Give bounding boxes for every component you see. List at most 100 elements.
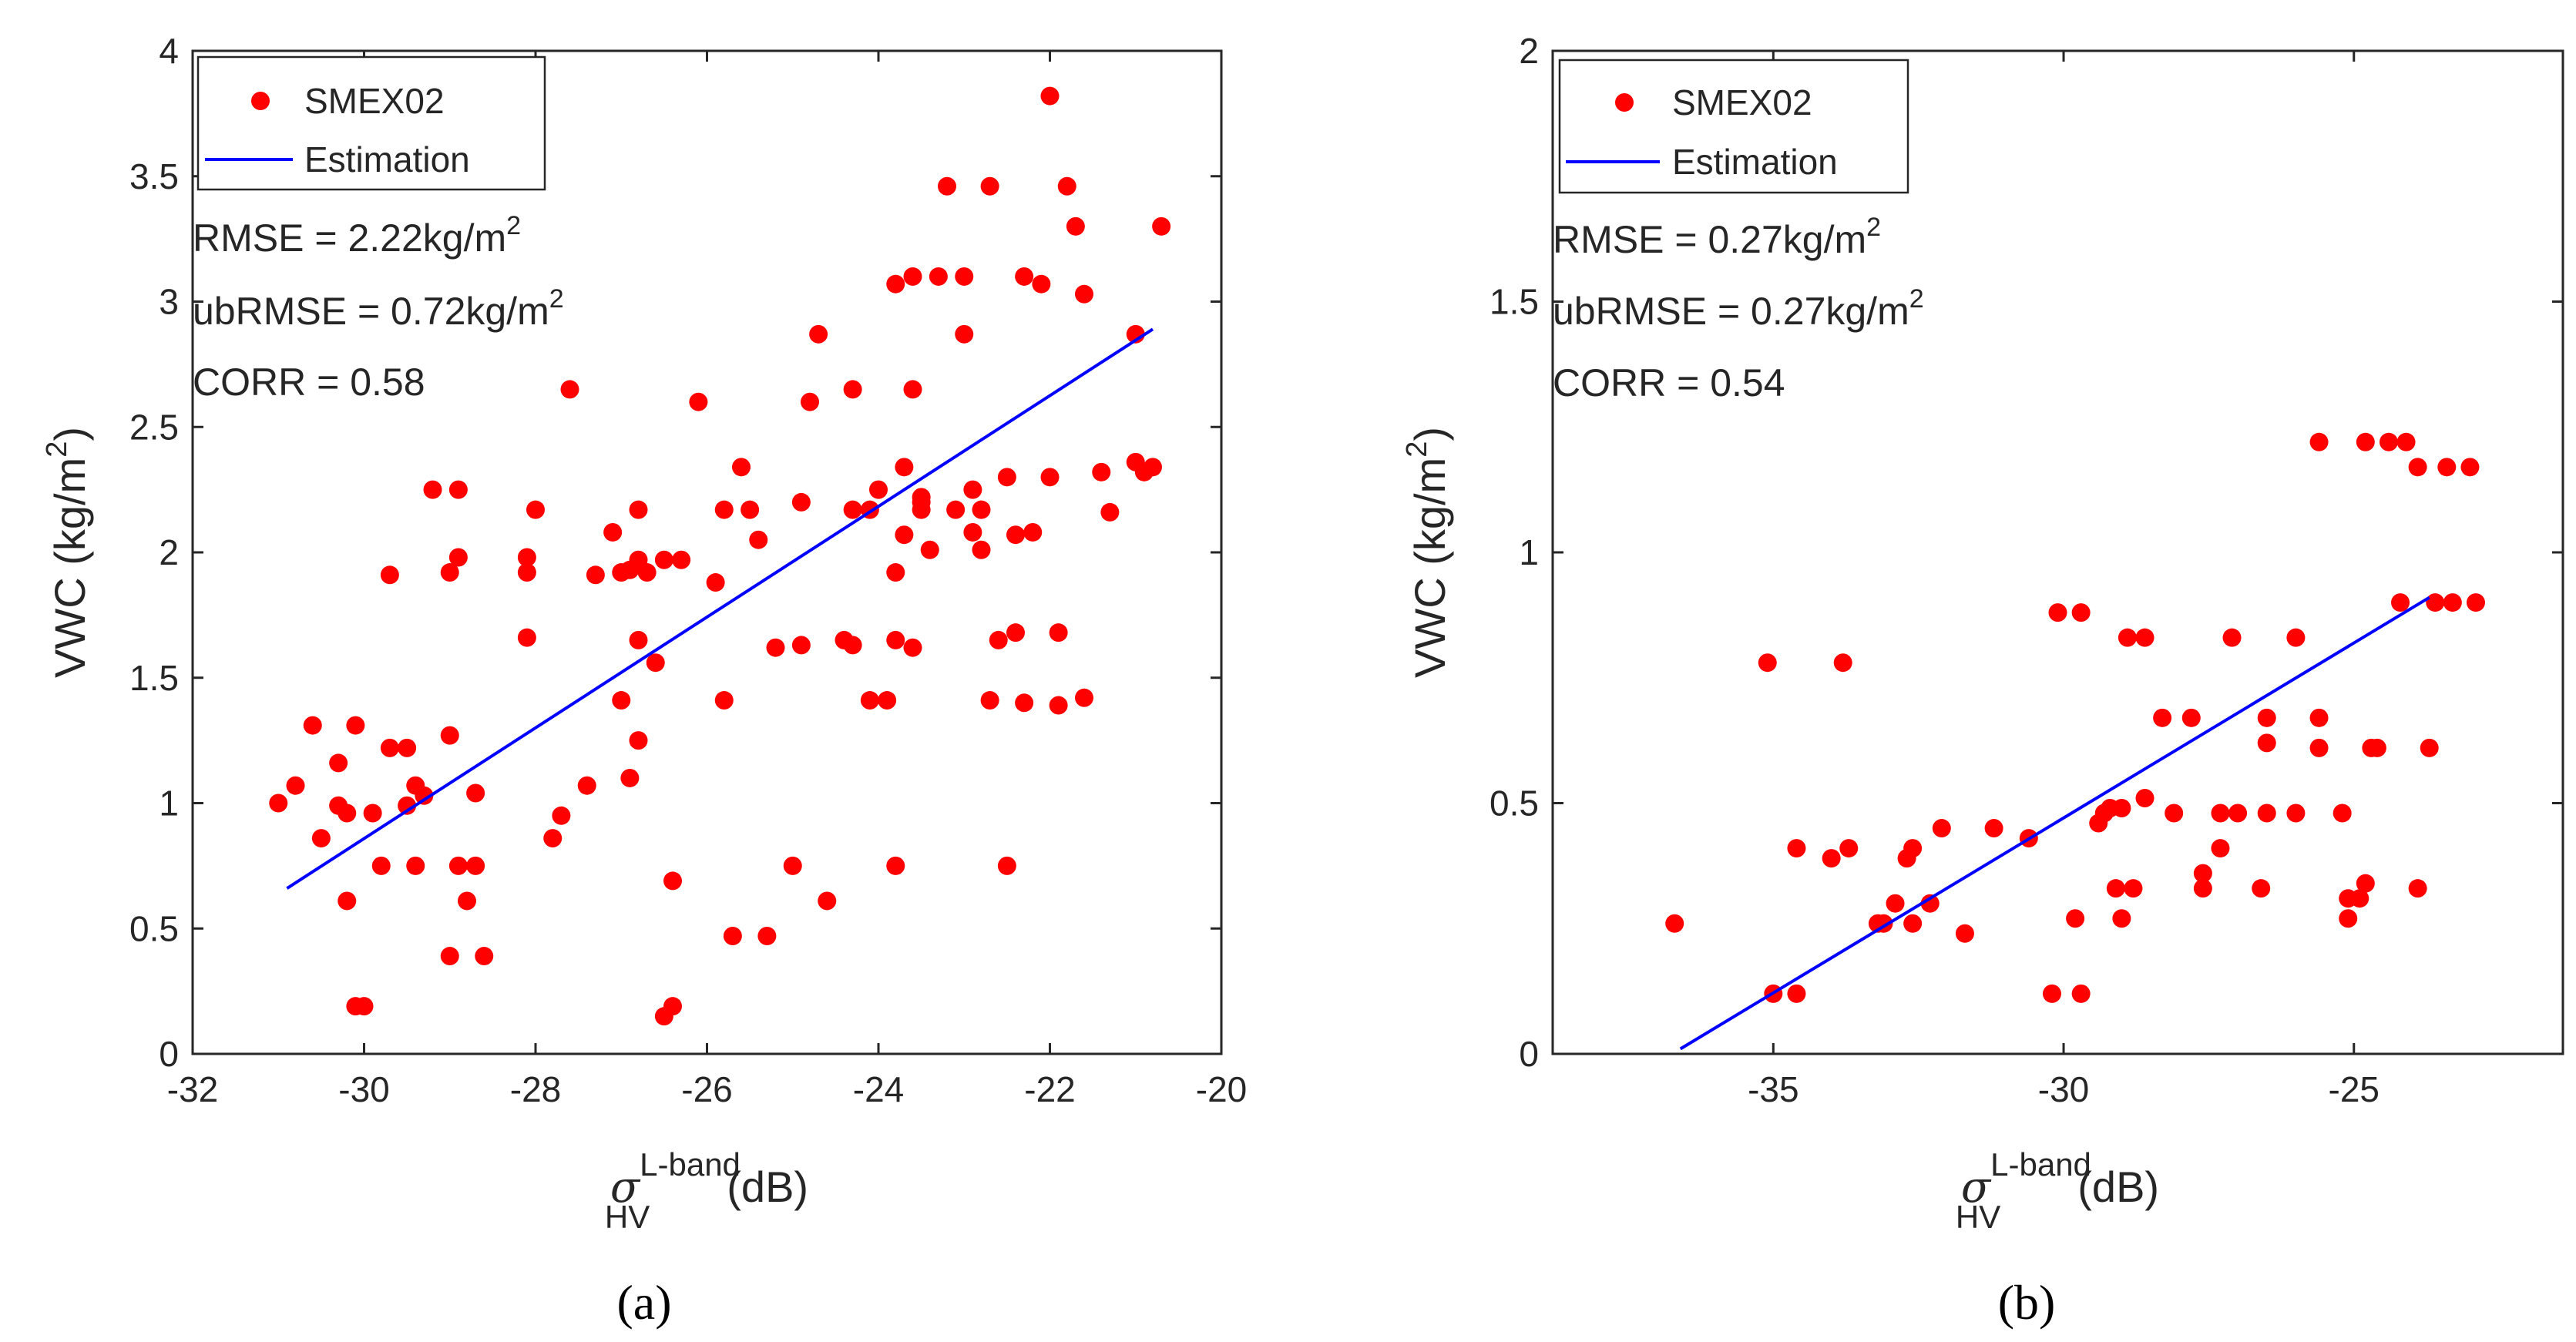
panel-a-stat-ubrmse-text: ubRMSE = 0.72kg/m [193, 290, 549, 333]
panel-b-data-point [1787, 984, 1806, 1003]
panel-a: 00.511.522.533.54 -32 -30 -28 -26 -24 -22 -20 … [41, 31, 1247, 1330]
panel-a-caption: (a) [616, 1275, 671, 1330]
panel-a-y-axis-label-text: VWC (kg/m [45, 458, 94, 678]
panel-b-data-point [2071, 984, 2091, 1003]
panel-b-data-point [2339, 909, 2358, 928]
panel-b-data-point [2165, 804, 2184, 823]
panel-a-data-point [371, 856, 391, 875]
panel-a-y-tick-label: 2.5 [129, 407, 179, 447]
panel-a-y-tick-label: 0.5 [129, 908, 179, 948]
panel-b-data-point [2106, 879, 2125, 898]
panel-a-data-point [749, 530, 768, 549]
panel-a-data-point [1032, 274, 1051, 294]
panel-a-data-point [269, 793, 288, 813]
panel-a-data-point [646, 653, 665, 673]
panel-b-data-point [2408, 458, 2427, 477]
panel-a-data-point [286, 776, 305, 795]
panel-b-y-tick-label: 1.5 [1490, 282, 1539, 322]
panel-a-data-point [517, 628, 536, 647]
panel-b: 0 0.5 1 1.5 2 -35 -30 -25 SMEX02 Estimation RM… [1401, 31, 2564, 1330]
panel-a-data-point [972, 500, 991, 519]
panel-a-data-point [448, 480, 468, 499]
panel-a-points [269, 86, 1171, 1026]
panel-a-y-tick-label: 2 [159, 532, 179, 572]
panel-a-data-point [517, 548, 536, 567]
panel-a-data-point [440, 947, 459, 966]
panel-a-data-point [886, 856, 905, 875]
panel-b-data-point [1822, 849, 1841, 868]
panel-b-legend-marker [1615, 93, 1634, 112]
panel-a-data-point [1006, 525, 1025, 545]
panel-a-x-tick-label: -32 [167, 1069, 218, 1109]
panel-a-y-axis-label-end: ) [45, 427, 94, 441]
panel-b-legend-box [1558, 59, 1909, 194]
panel-a-data-point [466, 856, 485, 875]
panel-b-stat-rmse-sup: 2 [1866, 213, 1881, 242]
panel-a-data-point [637, 563, 657, 582]
panel-b-data-point [2367, 738, 2386, 757]
panel-a-data-point [801, 392, 819, 411]
panel-b-data-point [1758, 653, 1777, 673]
panel-a-data-point [903, 638, 922, 657]
panel-b-data-point [2286, 804, 2306, 823]
panel-a-data-point [946, 500, 966, 519]
panel-a-data-point [517, 563, 536, 582]
panel-a-data-point [989, 630, 1008, 649]
panel-a-y-axis-label-sup: 2 [41, 441, 73, 458]
panel-a-data-point [663, 871, 682, 891]
panel-b-x-axis-label: σL-band HV (dB) [1956, 1146, 2159, 1235]
panel-b-data-point [1787, 839, 1806, 858]
panel-a-stat-rmse-text: RMSE = 2.22kg/m [193, 216, 506, 260]
panel-b-data-point [2309, 738, 2329, 757]
panel-a-data-point [612, 691, 631, 710]
panel-a-data-point [448, 548, 468, 567]
panel-b-data-point [2118, 628, 2137, 647]
panel-b-stat-ubrmse-text: ubRMSE = 0.27kg/m [1553, 290, 1909, 333]
panel-b-data-point [2181, 708, 2201, 727]
panel-a-data-point [843, 636, 862, 655]
panel-a-data-point [338, 804, 357, 823]
panel-a-y-axis-label: VWC (kg/m2) [41, 427, 94, 678]
panel-b-data-point [1955, 924, 1974, 943]
panel-a-data-point [311, 829, 331, 848]
panel-b-y-axis-label: VWC (kg/m2) [1401, 427, 1454, 678]
panel-a-data-point [860, 691, 879, 710]
panel-a-data-point [1126, 452, 1145, 471]
panel-a-data-point [1040, 468, 1060, 487]
panel-b-data-point [2135, 628, 2155, 647]
panel-b-y-tick-label: 0.5 [1490, 783, 1539, 824]
panel-a-data-point [903, 267, 922, 286]
panel-a-data-point [448, 856, 468, 875]
panel-a-data-point [791, 492, 811, 512]
panel-a-x-tick-label: -24 [853, 1069, 904, 1109]
panel-b-data-point [1932, 819, 1951, 838]
panel-b-y-tick-label: 0 [1519, 1034, 1539, 1074]
panel-a-data-point [1075, 284, 1093, 304]
panel-a-stat-ubrmse-sup: 2 [549, 284, 564, 314]
panel-a-data-point [338, 891, 357, 911]
panel-b-caption: (b) [1998, 1275, 2056, 1330]
panel-a-data-point [972, 540, 991, 559]
panel-a-data-point [732, 458, 751, 477]
panel-a-x-tick-label: -20 [1196, 1069, 1247, 1109]
panel-a-data-point [929, 267, 948, 286]
panel-b-data-point [1984, 819, 2003, 838]
panel-a-data-point [955, 267, 974, 286]
panel-a-data-point [886, 630, 905, 649]
panel-b-data-point [1903, 914, 1923, 933]
panel-b-data-point [2135, 788, 2155, 807]
panel-b-data-point [2460, 458, 2480, 477]
panel-a-data-point [997, 468, 1016, 487]
panel-a-data-point [1006, 623, 1025, 642]
panel-a-legend-box [196, 55, 546, 191]
panel-a-data-point [869, 480, 888, 499]
panel-a-data-point [714, 691, 734, 710]
panel-a-data-point [363, 804, 382, 823]
panel-a-data-point [980, 691, 999, 710]
panel-b-data-point [2066, 909, 2085, 928]
panel-a-data-point [783, 856, 802, 875]
panel-a-data-point [723, 927, 742, 946]
panel-b-data-point [1839, 839, 1859, 858]
panel-a-x-tick-label: -26 [681, 1069, 732, 1109]
panel-a-data-point [672, 550, 691, 569]
